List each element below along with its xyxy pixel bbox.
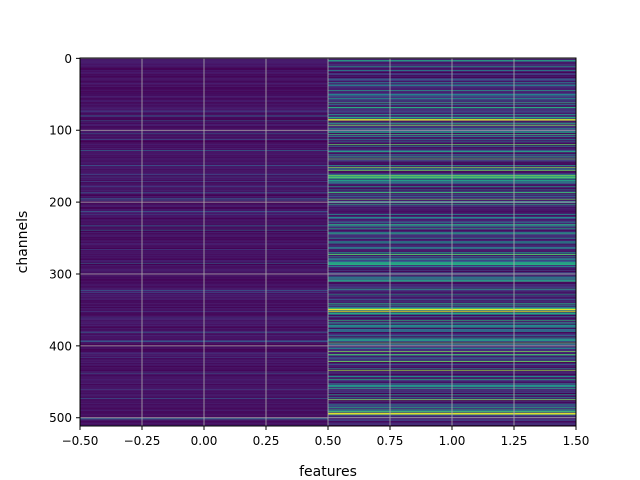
x-tick-label: −0.25 [124,434,161,448]
x-axis: −0.50 −0.25 0.00 0.25 0.50 0.75 1.00 1.25 1.50 [62,426,590,448]
x-tick-label: 1.25 [501,434,528,448]
y-tick-label: 100 [49,124,72,138]
y-axis: 0 100 200 300 400 500 [49,52,80,425]
x-tick-label: 1.00 [439,434,466,448]
y-tick-label: 0 [64,52,72,66]
x-tick-label: −0.50 [62,434,99,448]
y-tick-label: 400 [49,339,72,353]
x-tick-label: 0.25 [253,434,280,448]
y-tick-label: 500 [49,411,72,425]
x-tick-label: 1.50 [563,434,590,448]
y-tick-label: 300 [49,267,72,281]
y-axis-label: channels [15,211,31,274]
x-tick-label: 0.75 [377,434,404,448]
x-axis-label: features [299,464,357,480]
y-tick-label: 200 [49,196,72,210]
x-tick-label: 0.00 [191,434,218,448]
x-tick-label: 0.50 [315,434,342,448]
